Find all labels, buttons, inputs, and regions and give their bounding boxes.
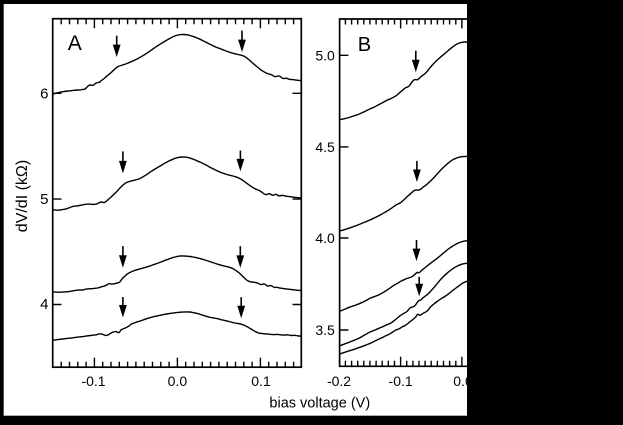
- svg-text:0.0: 0.0: [168, 373, 188, 389]
- svg-text:0.1: 0.1: [251, 373, 271, 389]
- svg-text:A: A: [68, 32, 82, 55]
- svg-text:bias voltage (V): bias voltage (V): [269, 395, 370, 411]
- svg-text:4.0: 4.0: [315, 230, 335, 246]
- svg-text:dV/dI (kΩ): dV/dI (kΩ): [14, 160, 31, 232]
- svg-text:4.5: 4.5: [315, 139, 335, 155]
- svg-text:6: 6: [40, 86, 48, 103]
- svg-text:B: B: [358, 34, 371, 56]
- svg-text:3.5: 3.5: [315, 322, 335, 338]
- svg-text:5: 5: [40, 191, 48, 208]
- svg-text:-0.1: -0.1: [81, 373, 105, 389]
- svg-text:-0.1: -0.1: [389, 373, 413, 389]
- svg-text:-0.2: -0.2: [327, 373, 351, 389]
- svg-text:5.0: 5.0: [315, 48, 335, 64]
- svg-text:4: 4: [40, 296, 48, 313]
